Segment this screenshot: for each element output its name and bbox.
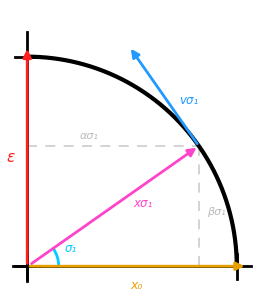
Text: x₀: x₀	[130, 279, 142, 292]
Text: ασ₁: ασ₁	[79, 131, 98, 141]
Text: βσ₁: βσ₁	[207, 207, 226, 217]
Text: vσ₁: vσ₁	[179, 94, 198, 107]
Text: σ₁: σ₁	[65, 242, 77, 255]
Text: xσ₁: xσ₁	[134, 197, 153, 210]
Text: ε: ε	[6, 150, 15, 165]
